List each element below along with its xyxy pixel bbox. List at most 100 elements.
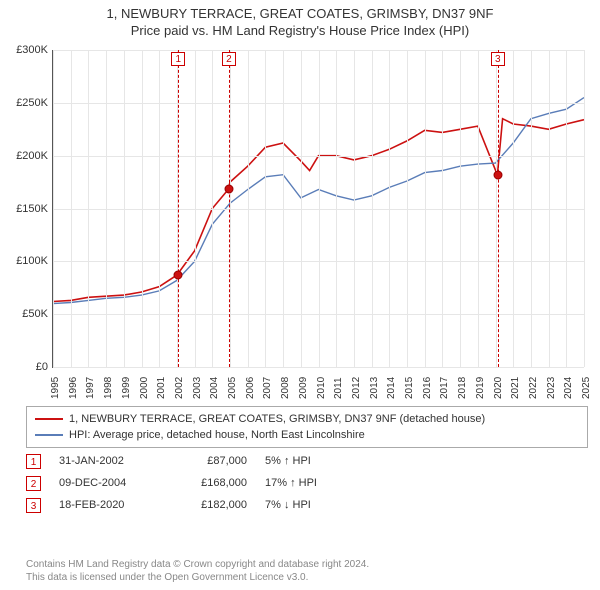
gridline-vertical: [531, 50, 532, 367]
gridline-vertical: [301, 50, 302, 367]
x-axis-label: 2025: [581, 377, 592, 399]
x-axis-label: 2007: [262, 377, 273, 399]
event-delta: 7% ↓ HPI: [265, 499, 375, 511]
chart-title-line2: Price paid vs. HM Land Registry's House …: [10, 23, 590, 38]
event-delta: 17% ↑ HPI: [265, 477, 375, 489]
legend-item: HPI: Average price, detached house, Nort…: [35, 427, 579, 443]
gridline-vertical: [460, 50, 461, 367]
gridline-vertical: [124, 50, 125, 367]
gridline-vertical: [354, 50, 355, 367]
legend: 1, NEWBURY TERRACE, GREAT COATES, GRIMSB…: [26, 406, 588, 448]
gridline-horizontal: [53, 367, 584, 368]
y-axis-label: £250K: [8, 97, 48, 109]
event-date: 31-JAN-2002: [59, 455, 159, 467]
gridline-vertical: [265, 50, 266, 367]
x-axis-label: 2024: [563, 377, 574, 399]
gridline-vertical: [496, 50, 497, 367]
event-marker-icon: 3: [26, 498, 41, 513]
x-axis-label: 2020: [493, 377, 504, 399]
gridline-vertical: [478, 50, 479, 367]
footer-line: Contains HM Land Registry data © Crown c…: [26, 558, 588, 571]
price-marker-icon: [174, 271, 183, 280]
x-axis-label: 2002: [174, 377, 185, 399]
x-axis-label: 2008: [280, 377, 291, 399]
gridline-vertical: [53, 50, 54, 367]
legend-label: 1, NEWBURY TERRACE, GREAT COATES, GRIMSB…: [69, 413, 485, 425]
annotation-vline: [229, 50, 230, 367]
event-date: 18-FEB-2020: [59, 499, 159, 511]
gridline-vertical: [336, 50, 337, 367]
gridline-vertical: [566, 50, 567, 367]
x-axis-label: 2019: [475, 377, 486, 399]
x-axis-label: 2021: [510, 377, 521, 399]
y-axis-label: £0: [8, 361, 48, 373]
gridline-vertical: [407, 50, 408, 367]
gridline-vertical: [283, 50, 284, 367]
gridline-vertical: [71, 50, 72, 367]
event-date: 09-DEC-2004: [59, 477, 159, 489]
x-axis-label: 2005: [227, 377, 238, 399]
gridline-vertical: [106, 50, 107, 367]
gridline-vertical: [513, 50, 514, 367]
event-price: £168,000: [177, 477, 247, 489]
event-marker-icon: 2: [26, 476, 41, 491]
gridline-vertical: [584, 50, 585, 367]
price-marker-icon: [493, 170, 502, 179]
annotation-vline: [178, 50, 179, 367]
x-axis-label: 2000: [139, 377, 150, 399]
gridline-vertical: [389, 50, 390, 367]
y-axis-label: £50K: [8, 308, 48, 320]
legend-label: HPI: Average price, detached house, Nort…: [69, 429, 365, 441]
x-axis-label: 2011: [333, 377, 344, 399]
x-axis-label: 2013: [369, 377, 380, 399]
x-axis-label: 2014: [386, 377, 397, 399]
legend-swatch: [35, 434, 63, 436]
x-axis-label: 2004: [209, 377, 220, 399]
annotation-marker-icon: 3: [491, 52, 505, 66]
x-axis-label: 2016: [422, 377, 433, 399]
gridline-vertical: [195, 50, 196, 367]
x-axis-label: 2012: [351, 377, 362, 399]
gridline-vertical: [319, 50, 320, 367]
gridline-vertical: [425, 50, 426, 367]
x-axis-label: 2022: [528, 377, 539, 399]
event-marker-icon: 1: [26, 454, 41, 469]
annotation-vline: [498, 50, 499, 367]
y-axis-label: £200K: [8, 150, 48, 162]
annotation-marker-icon: 2: [222, 52, 236, 66]
attribution-footer: Contains HM Land Registry data © Crown c…: [26, 558, 588, 584]
legend-swatch: [35, 418, 63, 420]
x-axis-label: 2003: [192, 377, 203, 399]
events-table: 1 31-JAN-2002 £87,000 5% ↑ HPI 2 09-DEC-…: [26, 450, 588, 516]
plot-region: 1 2 3: [52, 50, 584, 368]
x-axis-label: 1998: [103, 377, 114, 399]
gridline-vertical: [212, 50, 213, 367]
annotation-marker-icon: 1: [171, 52, 185, 66]
x-axis-label: 1999: [121, 377, 132, 399]
gridline-vertical: [159, 50, 160, 367]
event-price: £87,000: [177, 455, 247, 467]
x-axis-label: 2010: [316, 377, 327, 399]
gridline-vertical: [549, 50, 550, 367]
gridline-vertical: [372, 50, 373, 367]
x-axis-label: 1996: [68, 377, 79, 399]
price-marker-icon: [224, 185, 233, 194]
x-axis-label: 2006: [245, 377, 256, 399]
chart-area: 123 £0£50K£100K£150K£200K£250K£300K19951…: [8, 46, 592, 396]
gridline-vertical: [230, 50, 231, 367]
x-axis-label: 2023: [546, 377, 557, 399]
chart-title-line1: 1, NEWBURY TERRACE, GREAT COATES, GRIMSB…: [10, 6, 590, 21]
event-row: 3 18-FEB-2020 £182,000 7% ↓ HPI: [26, 494, 588, 516]
x-axis-label: 2001: [156, 377, 167, 399]
x-axis-label: 1995: [50, 377, 61, 399]
gridline-vertical: [88, 50, 89, 367]
event-price: £182,000: [177, 499, 247, 511]
y-axis-label: £150K: [8, 203, 48, 215]
gridline-vertical: [248, 50, 249, 367]
footer-line: This data is licensed under the Open Gov…: [26, 571, 588, 584]
gridline-vertical: [442, 50, 443, 367]
x-axis-label: 2009: [298, 377, 309, 399]
event-row: 2 09-DEC-2004 £168,000 17% ↑ HPI: [26, 472, 588, 494]
x-axis-label: 2017: [439, 377, 450, 399]
event-row: 1 31-JAN-2002 £87,000 5% ↑ HPI: [26, 450, 588, 472]
